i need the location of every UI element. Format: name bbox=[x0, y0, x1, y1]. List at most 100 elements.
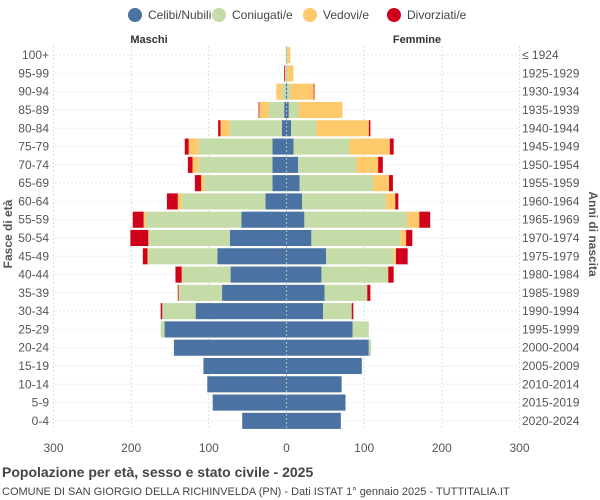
bar-female-5-9 bbox=[286, 394, 346, 411]
age-group-labels: 100+ 95-99 90-94 85-89 80-84 75-79 70-74 65-69 6… bbox=[18, 48, 49, 428]
bar-male-35-39 bbox=[222, 284, 287, 301]
x-tick-label: 0 bbox=[283, 441, 290, 455]
bar-female-45-49 bbox=[396, 248, 408, 265]
bar-female-95-99 bbox=[286, 65, 289, 82]
birth-year-label: 1930-1934 bbox=[522, 85, 580, 99]
bar-female-35-39 bbox=[286, 284, 325, 301]
bar-female-55-59 bbox=[286, 211, 305, 228]
bar-female-90-94 bbox=[313, 83, 315, 100]
bar-female-55-59 bbox=[406, 211, 420, 228]
bar-male-85-89 bbox=[259, 101, 269, 119]
bar-female-10-14 bbox=[286, 376, 342, 393]
x-tick-label: 300 bbox=[509, 441, 529, 455]
bar-male-60-64 bbox=[166, 193, 178, 210]
age-group-label: 70-74 bbox=[18, 158, 49, 172]
age-group-label: 35-39 bbox=[18, 286, 49, 300]
bar-male-5-9 bbox=[212, 394, 287, 411]
bar-female-70-74 bbox=[286, 156, 299, 173]
bar-male-85-89 bbox=[268, 101, 285, 119]
bar-female-15-19 bbox=[286, 357, 362, 375]
birth-year-labels: ≤ 1924 1925-1929 1930-1934 1935-1939 1940-19… bbox=[522, 48, 580, 428]
bar-female-90-94 bbox=[290, 83, 314, 100]
bar-male-65-69 bbox=[201, 175, 205, 192]
age-group-label: 55-59 bbox=[18, 213, 49, 227]
bar-female-65-69 bbox=[389, 175, 393, 192]
bar-male-70-74 bbox=[198, 156, 273, 173]
age-group-label: 80-84 bbox=[18, 121, 49, 135]
bar-male-45-49 bbox=[217, 248, 287, 265]
bar-male-35-39 bbox=[177, 284, 179, 301]
bar-female-50-54 bbox=[400, 229, 407, 247]
chart-title: Popolazione per età, sesso e stato civil… bbox=[2, 464, 313, 480]
bar-male-60-64 bbox=[181, 193, 266, 210]
bar-male-70-74 bbox=[272, 156, 287, 173]
bar-female-25-29 bbox=[352, 321, 369, 338]
bar-female-30-34 bbox=[351, 303, 354, 320]
bar-male-35-39 bbox=[178, 284, 180, 301]
bar-male-55-59 bbox=[241, 211, 287, 228]
bar-male-30-34 bbox=[195, 303, 287, 320]
bar-male-40-44 bbox=[182, 266, 231, 283]
bar-male-85-89 bbox=[258, 101, 260, 119]
bar-female-75-79 bbox=[349, 138, 390, 155]
bar-female-100+ bbox=[288, 47, 291, 64]
bar-male-75-79 bbox=[198, 138, 273, 155]
chart-subtitle: COMUNE DI SAN GIORGIO DELLA RICHINVELDA … bbox=[2, 486, 510, 498]
bar-female-90-94 bbox=[287, 83, 291, 100]
bar-female-95-99 bbox=[288, 65, 294, 82]
bar-male-50-54 bbox=[229, 229, 287, 247]
bar-male-90-94 bbox=[276, 83, 282, 100]
left-side-label: Maschi bbox=[130, 34, 167, 46]
age-group-label: 15-19 bbox=[18, 359, 49, 373]
birth-year-label: 2000-2004 bbox=[522, 341, 580, 355]
bar-male-40-44 bbox=[230, 266, 287, 283]
bar-male-55-59 bbox=[143, 211, 146, 228]
bar-male-40-44 bbox=[181, 266, 183, 283]
bar-male-75-79 bbox=[188, 138, 199, 155]
x-tick-label: 200 bbox=[432, 441, 452, 455]
right-side-label: Femmine bbox=[393, 34, 441, 46]
bar-female-75-79 bbox=[286, 138, 294, 155]
birth-year-label: 2020-2024 bbox=[522, 414, 580, 428]
birth-year-label: 2015-2019 bbox=[522, 396, 580, 410]
age-group-label: 65-69 bbox=[18, 176, 49, 190]
legend-swatch bbox=[387, 8, 401, 22]
legend-swatch bbox=[212, 8, 226, 22]
age-group-label: 20-24 bbox=[18, 341, 49, 355]
bar-female-80-84 bbox=[286, 120, 292, 137]
bar-male-30-34 bbox=[160, 303, 163, 320]
birth-year-label: 1935-1939 bbox=[522, 103, 580, 117]
birth-year-label: 1925-1929 bbox=[522, 66, 580, 80]
bar-male-90-94 bbox=[281, 83, 286, 100]
age-group-label: 25-29 bbox=[18, 322, 49, 336]
bar-female-80-84 bbox=[291, 120, 317, 137]
legend-label: Coniugati/e bbox=[232, 8, 293, 22]
bars bbox=[130, 47, 431, 429]
age-group-label: 50-54 bbox=[18, 231, 49, 245]
bar-female-25-29 bbox=[286, 321, 353, 338]
x-tick-label: 300 bbox=[43, 441, 63, 455]
birth-year-label: 2010-2014 bbox=[522, 377, 580, 391]
bar-female-55-59 bbox=[419, 211, 431, 228]
birth-year-label: 1945-1949 bbox=[522, 140, 580, 154]
bar-male-70-74 bbox=[192, 156, 199, 173]
bar-male-70-74 bbox=[187, 156, 193, 173]
bar-female-45-49 bbox=[286, 248, 327, 265]
birth-year-label: 1960-1964 bbox=[522, 194, 580, 208]
bar-female-20-24 bbox=[368, 339, 372, 356]
birth-year-label: 1990-1994 bbox=[522, 304, 580, 318]
age-group-label: 75-79 bbox=[18, 140, 49, 154]
bar-male-25-29 bbox=[160, 321, 165, 338]
legend-swatch bbox=[128, 8, 142, 22]
age-group-label: 95-99 bbox=[18, 66, 49, 80]
birth-year-label: 1950-1954 bbox=[522, 158, 580, 172]
bar-female-20-24 bbox=[286, 339, 369, 356]
bar-female-45-49 bbox=[393, 248, 397, 265]
birth-year-label: 2005-2009 bbox=[522, 359, 580, 373]
bar-female-60-64 bbox=[302, 193, 386, 210]
bar-female-50-54 bbox=[286, 229, 312, 247]
bar-male-15-19 bbox=[203, 357, 287, 375]
bar-male-50-54 bbox=[149, 229, 230, 247]
x-tick-labels: 300 200 100 0 100 200 300 bbox=[43, 441, 529, 455]
bar-male-95-99 bbox=[284, 65, 286, 82]
